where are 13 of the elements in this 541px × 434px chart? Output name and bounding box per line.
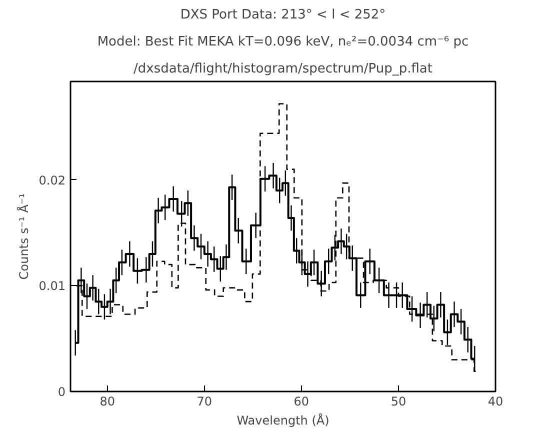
y-tick-label: 0.02 (38, 173, 66, 188)
chart-title: DXS Port Data: 213° < l < 252° (180, 8, 386, 22)
chart-subtitle: Model: Best Fit MEKA kT=0.096 keV, nₑ²=0.0034 cm⁻⁶ pc (97, 34, 469, 50)
x-axis-title: Wavelength (Å) (236, 412, 330, 428)
x-tick-label: 70 (196, 394, 212, 408)
x-tick-label: 50 (390, 394, 406, 408)
y-tick-label: 0 (58, 385, 66, 399)
x-tick-label: 60 (294, 394, 310, 408)
x-tick-label: 80 (100, 394, 116, 408)
y-axis-title: Counts s⁻¹ Å⁻¹ (16, 193, 31, 280)
x-tick-label: 40 (488, 394, 504, 408)
text: /dxsdata/flight/histogram/spectrum/Pup_p.flat (134, 62, 432, 76)
y-tick-label: 0.01 (38, 279, 66, 294)
